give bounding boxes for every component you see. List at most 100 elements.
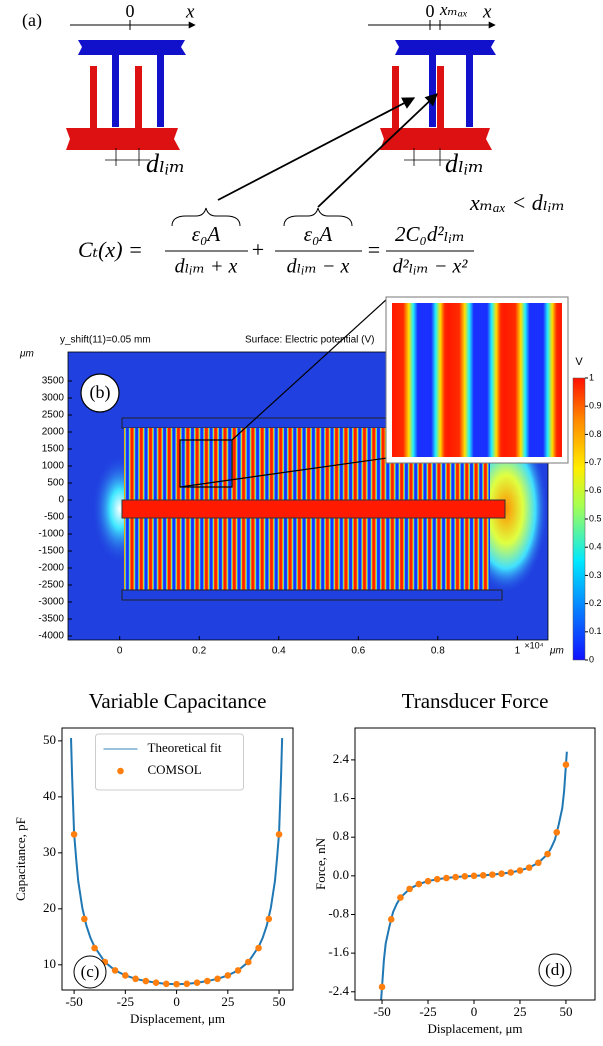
finger (429, 55, 436, 127)
y-tick-label: 40 (43, 788, 56, 803)
y-tick-label: -500 (44, 512, 64, 523)
chart-title: Transducer Force (402, 689, 549, 713)
data-point (275, 831, 283, 838)
y-tick-label: -2500 (38, 580, 64, 591)
data-point (91, 944, 98, 952)
colorbar-tick-label: 0.8 (589, 429, 602, 439)
finger (392, 66, 399, 130)
x-unit: μm (549, 646, 564, 657)
plot-area (70, 738, 284, 988)
data-point (424, 877, 432, 885)
x-axis-label: Displacement, μm (427, 1021, 522, 1036)
y-tick-label: 1.6 (333, 790, 350, 805)
x-tick-label: 0 (471, 1004, 478, 1019)
finger (157, 55, 164, 127)
formula-num: 2C₀d²ₗᵢₘ (395, 222, 465, 246)
data-point (152, 979, 160, 987)
y-tick-label: 0 (58, 495, 64, 506)
formula-op: + (252, 237, 264, 262)
pointer-arrow (317, 93, 438, 208)
x-tick-label: -50 (373, 1004, 390, 1019)
y-tick-label: 20 (43, 900, 56, 915)
x-tick-label: 0.4 (272, 646, 286, 657)
gap-label: dₗᵢₘ (445, 149, 484, 178)
y-tick-label: -2.4 (328, 983, 349, 998)
y-tick-label: -1500 (38, 546, 64, 557)
annotation: y_shift(11)=0.05 mm (60, 335, 151, 346)
data-point (122, 972, 129, 979)
legend-label: COMSOL (148, 762, 202, 777)
zoom-box (179, 439, 233, 488)
legend-box (95, 733, 244, 791)
y-tick-label: 0.8 (333, 828, 349, 843)
x-tick-label: 50 (559, 1004, 572, 1019)
data-point (214, 975, 221, 983)
data-point (81, 915, 88, 923)
pointer-arrow (217, 97, 416, 201)
colorbar-tick-label: 0.2 (589, 598, 602, 608)
data-point (535, 859, 542, 867)
overbrace (171, 207, 241, 227)
colorbar-tick-label: 0.5 (589, 513, 602, 523)
data-point (193, 979, 201, 987)
data-point (415, 880, 423, 888)
x-tick-label: -25 (419, 1004, 436, 1019)
axis-zero: 0 (426, 1, 435, 21)
gap-label: dₗᵢₘ (146, 149, 185, 178)
data-point (224, 972, 232, 979)
x-tick-label: 25 (513, 1004, 526, 1019)
data-point (234, 967, 242, 974)
y-unit: μm (19, 349, 34, 360)
y-tick-label: 1500 (42, 444, 65, 455)
axis-max: xₘₐₓ (439, 0, 468, 19)
comb-fingers (124, 518, 490, 590)
center-electrode (121, 499, 506, 519)
y-tick-label: -2000 (38, 563, 64, 574)
y-tick-label: 2000 (42, 427, 65, 438)
data-point (498, 870, 505, 877)
data-point (461, 873, 469, 880)
colorbar-tick-label: 0.6 (589, 485, 602, 495)
electrode-bar (121, 589, 503, 601)
y-tick-label: 2.4 (333, 751, 350, 766)
colorbar-tick-label: 1 (589, 372, 594, 382)
colorbar-tick-label: 0.9 (589, 401, 602, 411)
x-tick-label: 0.2 (192, 646, 206, 657)
data-point (204, 977, 211, 985)
y-tick-label: 30 (43, 844, 56, 859)
formula-den: d²ₗᵢₘ − x² (393, 256, 469, 278)
formula-num: ε₀A (304, 222, 333, 246)
panel-label: (a) (22, 10, 42, 31)
line-chart: Transducer Force -2.4 -1.6 -0.8 0.0 0.8 1.6 2.4… (313, 689, 596, 1036)
data-point (433, 875, 441, 883)
y-tick-label: -3500 (38, 614, 64, 625)
y-tick-label: -3000 (38, 597, 64, 608)
x-tick-label: 25 (221, 994, 234, 1009)
finger (135, 66, 142, 130)
x-tick-label: 0 (117, 646, 123, 657)
colorbar-title: V (575, 356, 583, 368)
formula-num: ε₀A (192, 222, 221, 246)
chart-title: Variable Capacitance (89, 689, 267, 713)
legend-label: Theoretical fit (148, 740, 222, 755)
data-point (470, 872, 478, 880)
data-point (452, 873, 459, 881)
overbrace (283, 207, 353, 227)
comb-rotor (66, 128, 180, 150)
y-tick-label: -4000 (38, 631, 64, 642)
y-tick-label: 3500 (42, 376, 65, 387)
finger (466, 55, 473, 127)
axis-var: x (185, 1, 195, 22)
data-point (553, 829, 561, 836)
axis-var: x (482, 1, 492, 22)
formula-op: = (368, 237, 380, 262)
y-tick-label: 10 (43, 956, 56, 971)
data-point (70, 831, 78, 838)
zoom-inset (179, 296, 569, 488)
inset-image (392, 303, 562, 457)
panel-a: (a) 0 x dₗᵢₘ 0 xₘₐₓ x dₗᵢₘ xₘₐₓ < dₗᵢₘ (22, 0, 565, 278)
y-tick-label: -1.6 (328, 944, 349, 959)
data-point (544, 850, 551, 858)
colorbar-tick-label: 0.1 (589, 626, 602, 636)
y-tick-label: 1000 (42, 461, 65, 472)
